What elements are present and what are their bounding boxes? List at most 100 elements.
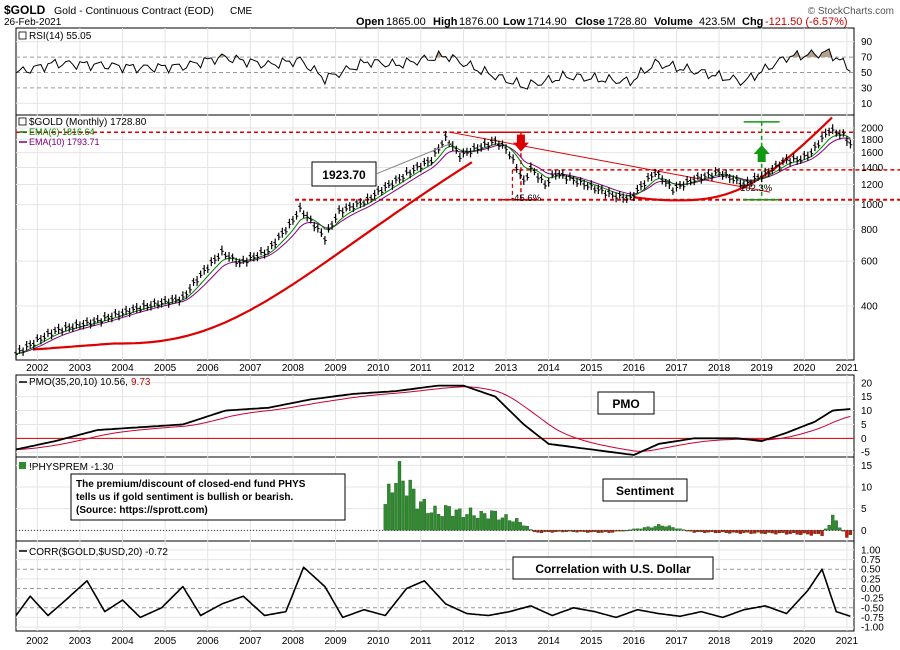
sentiment-bar: [774, 530, 778, 535]
x-tick-label-top: 2006: [197, 363, 220, 374]
sentiment-bar: [802, 530, 806, 534]
pmo-label: PMO(35,20,10) 10.56,: [29, 377, 128, 388]
sentiment-bar: [639, 528, 643, 531]
sentiment-bar: [617, 530, 622, 532]
sentiment-bar: [507, 520, 512, 531]
rsi-series: [15, 48, 851, 90]
instrument-name: Gold - Continuous Contract (EOD): [54, 5, 214, 17]
y-tick-label: 0.00: [861, 584, 881, 595]
sentiment-note-line2: tells us if gold sentiment is bullish or…: [76, 492, 293, 503]
sentiment-bar: [461, 517, 466, 531]
x-tick-label-bottom: 2019: [751, 636, 774, 647]
y-tick-label: 10: [861, 99, 873, 110]
sentiment-bar: [404, 495, 409, 531]
sentiment-bar: [706, 530, 711, 533]
sentiment-bar: [586, 530, 590, 533]
sentiment-bar: [493, 510, 498, 531]
sentiment-bar: [419, 501, 423, 531]
sentiment-bar: [500, 517, 505, 531]
sentiment-bar: [397, 461, 402, 531]
y-tick-label: 50: [861, 68, 873, 79]
x-tick-label-top: 2017: [665, 363, 688, 374]
sentiment-bar: [671, 527, 675, 531]
sentiment-bar: [756, 530, 760, 533]
x-tick-label-top: 2012: [452, 363, 475, 374]
sentiment-bar: [614, 530, 618, 532]
y-tick-label: 1600: [861, 148, 884, 159]
sentiment-bar: [454, 509, 458, 531]
sentiment-bar: [401, 480, 405, 531]
y-tick-labels: 9070503010200018001600140012001000800600…: [861, 37, 884, 633]
y-tick-label: 90: [861, 37, 873, 48]
sentiment-bar: [468, 507, 473, 531]
sentiment-legend-swatch: [19, 462, 26, 469]
x-tick-label-top: 2020: [793, 363, 816, 374]
open-label: Open: [356, 16, 384, 28]
sentiment-bar: [429, 512, 434, 531]
x-tick-label-bottom: 2017: [665, 636, 688, 647]
exchange: CME: [230, 6, 253, 17]
sentiment-bar: [713, 530, 718, 534]
sentiment-bar: [692, 530, 696, 533]
sentiment-bar: [451, 516, 455, 531]
x-tick-label-bottom: 2020: [793, 636, 816, 647]
price-series: [14, 116, 900, 359]
sentiment-bar: [525, 525, 529, 531]
sentiment-bar: [625, 530, 629, 532]
sentiment-note-line1: The premium/discount of closed-end fund …: [76, 479, 306, 490]
x-tick-label-bottom: 2006: [197, 636, 220, 647]
x-tick-label-top: 2015: [580, 363, 603, 374]
high-label: High: [433, 16, 458, 28]
y-tick-label: 15: [861, 461, 873, 472]
rsi-overbought-fill: [16, 48, 851, 58]
sentiment-bar: [578, 530, 583, 532]
x-tick-label-bottom: 2011: [410, 636, 432, 647]
x-tick-label-top: 2009: [324, 363, 347, 374]
sentiment-bar: [554, 530, 558, 533]
sentiment-bar: [546, 530, 551, 532]
sentiment-bar: [799, 530, 803, 535]
sentiment-bar: [649, 527, 654, 531]
rsi-label: RSI(14) 55.05: [29, 31, 92, 42]
x-tick-label-bottom: 2003: [69, 636, 92, 647]
sentiment-bar: [841, 530, 845, 532]
sentiment-bar: [479, 511, 483, 531]
sentiment-bar: [735, 530, 739, 533]
y-tick-label: -1.00: [861, 623, 884, 634]
sentiment-bar: [610, 530, 615, 533]
sentiment-bar: [472, 515, 476, 531]
sentiment-bar: [415, 508, 419, 531]
sentiment-bar: [465, 514, 469, 531]
peak-callout-label: 1923.70: [322, 168, 366, 182]
close-value: 1728.80: [607, 16, 647, 28]
x-tick-label-bottom: 2008: [282, 636, 305, 647]
x-tick-label-top: 2002: [26, 363, 49, 374]
sentiment-bar: [838, 527, 842, 531]
x-tick-label-top: 2007: [239, 363, 262, 374]
sentiment-bar: [383, 504, 387, 531]
sentiment-bar: [628, 529, 632, 531]
sentiment-bar: [607, 530, 611, 533]
sentiment-bar: [696, 530, 700, 532]
sentiment-note-line3: (Source: https://sprott.com): [76, 505, 208, 516]
sentiment-bar: [831, 514, 835, 531]
x-tick-label-top: 2018: [708, 363, 731, 374]
y-tick-label: 10: [861, 406, 873, 417]
x-tick-label-bottom: 2014: [538, 636, 561, 647]
x-tick-label-bottom: 2018: [708, 636, 731, 647]
sentiment-bar: [699, 530, 703, 533]
sentiment-bar: [784, 530, 789, 535]
price-legend-main: $GOLD (Monthly) 1728.80: [29, 117, 147, 128]
sentiment-bar: [621, 530, 625, 532]
pmo-signal-value: 9.73: [131, 377, 151, 388]
sentiment-annotation-box: [602, 478, 688, 502]
sentiment-series: [16, 461, 854, 538]
sentiment-bar: [820, 530, 824, 537]
sentiment-bar: [511, 521, 515, 531]
sentiment-bar: [436, 514, 441, 531]
chg-value: -121.50 (-6.57%): [765, 16, 848, 28]
sentiment-bar: [536, 530, 540, 533]
y-tick-label: 1000: [861, 200, 884, 211]
sentiment-annotation: Sentiment: [616, 484, 674, 498]
